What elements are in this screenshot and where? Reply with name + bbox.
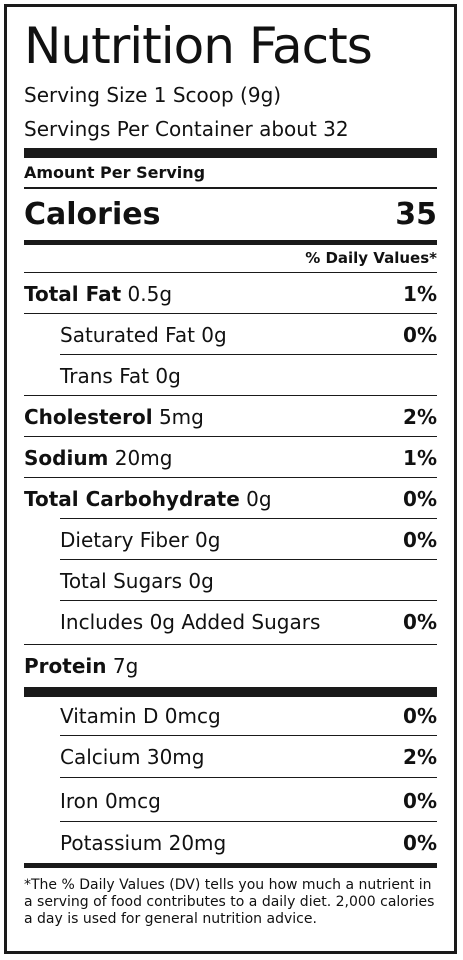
daily-values-header-row: % Daily Values* — [24, 249, 437, 267]
amount-per-serving: Amount Per Serving — [24, 163, 206, 182]
vitamin-name: Iron — [60, 789, 99, 813]
vitamin-row-vitamin-d: Vitamin D 0mcg 0% — [24, 704, 437, 728]
vitamin-dv: 0% — [403, 704, 437, 728]
nutrient-amount: 7g — [112, 654, 139, 678]
nutrition-facts-label: Nutrition Facts Serving Size 1 Scoop (9g… — [4, 4, 457, 954]
nutrient-dv: 0% — [403, 323, 437, 347]
nutrient-row-cholesterol: Cholesterol 5mg 2% — [24, 405, 437, 429]
calories-row: Calories 35 — [24, 197, 437, 232]
vitamin-name: Potassium — [60, 831, 163, 855]
nutrient-amount: 0.5g — [127, 282, 173, 306]
nutrient-name: Saturated Fat — [60, 323, 195, 347]
nutrient-dv: 2% — [403, 405, 437, 429]
vitamin-row-iron: Iron 0mcg 0% — [24, 789, 437, 813]
nutrient-name: Protein — [24, 654, 107, 678]
vitamin-amount: 0mcg — [164, 704, 221, 728]
row-divider — [24, 477, 437, 478]
nutrient-dv: 1% — [403, 282, 437, 306]
vitamin-dv: 2% — [403, 745, 437, 769]
nutrient-amount: 0g — [246, 487, 272, 511]
nutrient-row-added-sugars: Includes 0g Added Sugars 0% — [24, 610, 437, 634]
thin-divider — [24, 187, 437, 189]
calories-label: Calories — [24, 197, 161, 232]
nutrient-row-sodium: Sodium 20mg 1% — [24, 446, 437, 470]
nutrient-row-protein: Protein 7g — [24, 654, 437, 678]
row-divider — [60, 354, 437, 355]
medium-divider — [24, 240, 437, 245]
row-divider — [60, 821, 437, 822]
thick-divider — [24, 687, 437, 697]
label-title: Nutrition Facts — [24, 17, 373, 75]
nutrient-row-total-fat: Total Fat 0.5g 1% — [24, 282, 437, 306]
nutrient-dv: 0% — [403, 528, 437, 552]
nutrient-amount: 0g — [155, 364, 181, 388]
nutrient-amount: 5mg — [158, 405, 204, 429]
nutrient-dv: 0% — [403, 610, 437, 634]
servings-per-container: Servings Per Container about 32 — [24, 117, 349, 141]
nutrient-row-trans-fat: Trans Fat 0g — [24, 364, 437, 388]
nutrient-row-total-carbohydrate: Total Carbohydrate 0g 0% — [24, 487, 437, 511]
row-divider — [60, 735, 437, 736]
footnote: *The % Daily Values (DV) tells you how m… — [24, 877, 435, 927]
nutrient-name: Sodium — [24, 446, 109, 470]
nutrient-row-saturated-fat: Saturated Fat 0g 0% — [24, 323, 437, 347]
nutrient-name: Includes 0g Added Sugars — [60, 610, 321, 634]
row-divider — [24, 644, 437, 645]
nutrient-name: Trans Fat — [60, 364, 149, 388]
nutrient-name: Cholesterol — [24, 405, 153, 429]
vitamin-row-calcium: Calcium 30mg 2% — [24, 745, 437, 769]
vitamin-dv: 0% — [403, 831, 437, 855]
nutrient-dv: 0% — [403, 487, 437, 511]
vitamin-name: Calcium — [60, 745, 141, 769]
nutrient-name: Total Fat — [24, 282, 122, 306]
daily-values-header: % Daily Values* — [305, 249, 437, 267]
vitamin-amount: 0mcg — [104, 789, 161, 813]
serving-size: Serving Size 1 Scoop (9g) — [24, 83, 282, 107]
amount-per-serving-row: Amount Per Serving — [24, 163, 437, 182]
nutrient-dv: 1% — [403, 446, 437, 470]
row-divider — [24, 395, 437, 396]
row-divider — [24, 313, 437, 314]
vitamin-row-potassium: Potassium 20mg 0% — [24, 831, 437, 855]
vitamin-name: Vitamin D — [60, 704, 159, 728]
nutrient-name: Dietary Fiber — [60, 528, 189, 552]
vitamin-dv: 0% — [403, 789, 437, 813]
nutrient-amount: 0g — [194, 528, 221, 552]
vitamin-amount: 20mg — [168, 831, 227, 855]
row-divider — [60, 559, 437, 560]
thick-divider — [24, 148, 437, 158]
nutrient-amount: 0g — [188, 569, 214, 593]
nutrient-amount: 0g — [201, 323, 227, 347]
medium-divider — [24, 863, 437, 868]
nutrient-amount: 20mg — [114, 446, 173, 470]
row-divider — [60, 600, 437, 601]
nutrient-row-dietary-fiber: Dietary Fiber 0g 0% — [24, 528, 437, 552]
row-divider — [60, 777, 437, 778]
row-divider — [60, 518, 437, 519]
calories-value: 35 — [395, 197, 437, 232]
vitamin-amount: 30mg — [146, 745, 205, 769]
row-divider — [24, 272, 437, 273]
nutrient-name: Total Sugars — [60, 569, 183, 593]
nutrient-name: Total Carbohydrate — [24, 487, 240, 511]
row-divider — [24, 436, 437, 437]
nutrient-row-total-sugars: Total Sugars 0g — [24, 569, 437, 593]
